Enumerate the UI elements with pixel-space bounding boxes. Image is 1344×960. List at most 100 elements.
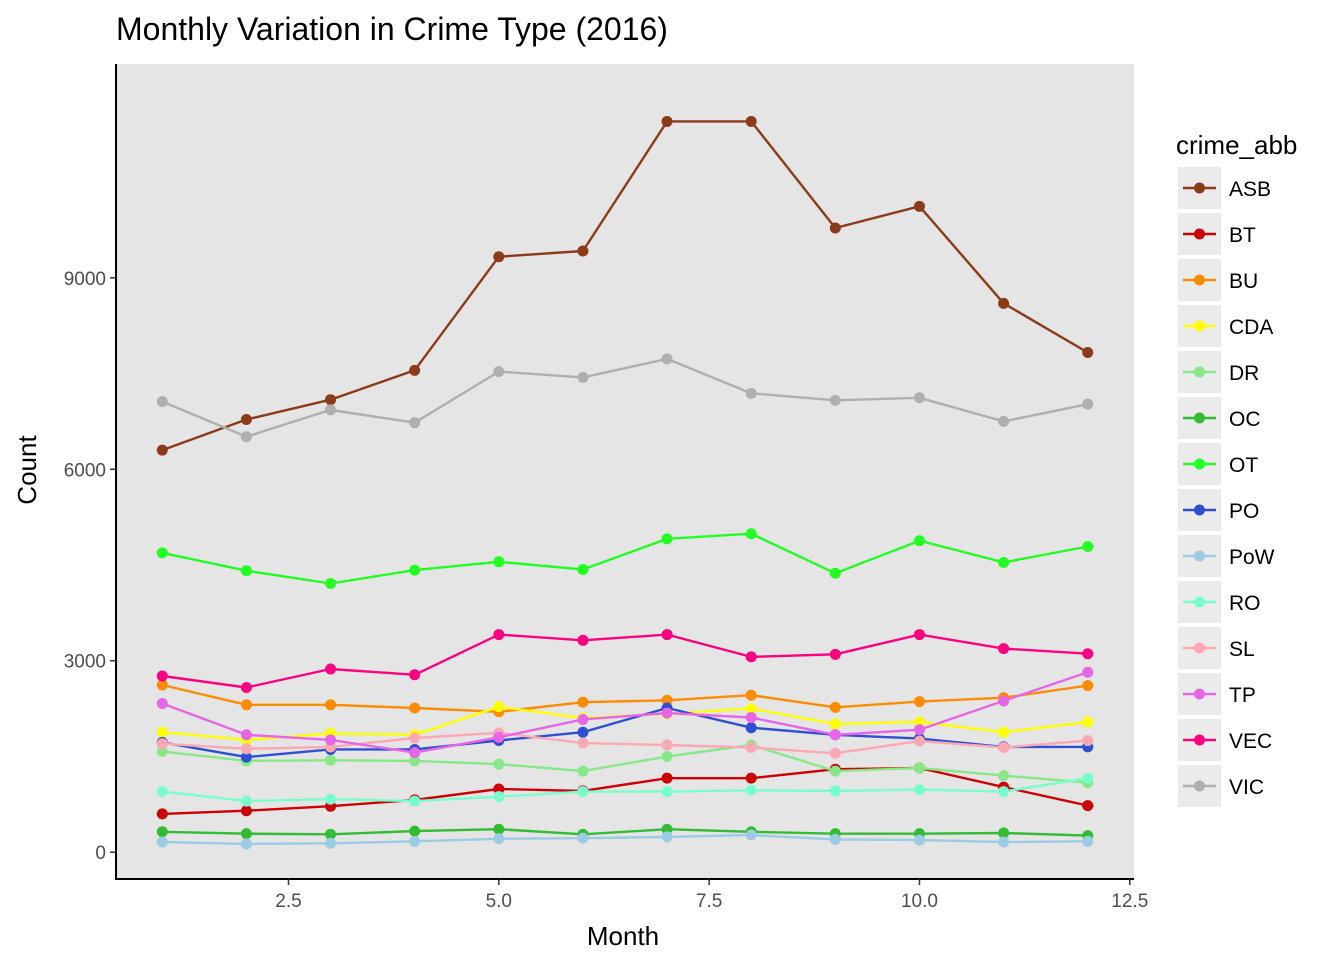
data-point	[409, 732, 421, 744]
data-point	[409, 417, 421, 429]
data-point	[745, 712, 757, 724]
data-point	[1082, 346, 1094, 358]
legend-label: SL	[1229, 638, 1255, 661]
data-point	[577, 786, 589, 798]
legend: crime_abb ASB BT BU CDA DR OC OT PO PoW RO SL TP VEC…	[1176, 130, 1297, 807]
series-line	[162, 706, 1088, 759]
data-point	[493, 783, 505, 795]
data-point	[998, 415, 1010, 427]
legend-item-sl: SL	[1178, 627, 1255, 669]
x-tick-label: 7.5	[696, 891, 722, 912]
legend-label: VIC	[1229, 776, 1264, 799]
x-tick-label: 10.0	[901, 891, 938, 912]
data-point	[829, 729, 841, 741]
legend-label: OT	[1229, 454, 1258, 477]
data-point	[913, 735, 925, 747]
data-point	[998, 297, 1010, 309]
series-ot	[156, 528, 1094, 590]
legend-label: BU	[1229, 270, 1258, 293]
legend-label: RO	[1229, 592, 1261, 615]
data-point	[493, 556, 505, 568]
data-point	[829, 833, 841, 845]
data-point	[325, 837, 337, 849]
legend-item-ro: RO	[1178, 581, 1261, 623]
legend-label: PoW	[1229, 546, 1275, 569]
data-point	[661, 707, 673, 719]
data-point	[240, 743, 252, 755]
data-point	[156, 745, 168, 757]
data-point	[409, 755, 421, 767]
series-line	[162, 532, 1088, 585]
series-asb	[156, 115, 1094, 456]
series-vec	[156, 629, 1094, 694]
data-point	[998, 770, 1010, 782]
data-point	[745, 742, 757, 754]
data-point	[829, 747, 841, 759]
data-point	[240, 682, 252, 694]
data-point	[156, 396, 168, 408]
data-point	[156, 826, 168, 838]
data-point	[998, 836, 1010, 848]
data-point	[1082, 666, 1094, 678]
data-point	[829, 765, 841, 777]
data-point	[325, 754, 337, 766]
data-point	[156, 808, 168, 820]
legend-item-bt: BT	[1178, 213, 1256, 255]
data-point	[745, 528, 757, 540]
legend-title: crime_abb	[1176, 130, 1297, 160]
data-point	[240, 431, 252, 443]
data-point	[1082, 735, 1094, 747]
data-point	[661, 823, 673, 835]
data-point	[661, 750, 673, 762]
data-point	[577, 713, 589, 725]
series-line	[162, 743, 1088, 784]
data-point	[913, 834, 925, 846]
data-point	[577, 563, 589, 575]
legend-item-pow: PoW	[1178, 535, 1275, 577]
data-point	[913, 629, 925, 641]
data-point	[240, 729, 252, 741]
data-point	[661, 694, 673, 706]
x-axis-ticks: 2.5 5.0 7.5 10.0 12.5	[275, 879, 1148, 912]
data-point	[661, 533, 673, 545]
legend-item-tp: TP	[1178, 673, 1256, 715]
y-tick-label: 9000	[64, 269, 106, 290]
legend-key-point	[1194, 642, 1205, 654]
legend-item-cda: CDA	[1178, 305, 1273, 347]
data-point	[998, 726, 1010, 738]
data-point	[240, 751, 252, 763]
data-point	[998, 742, 1010, 754]
data-point	[913, 696, 925, 708]
data-point	[998, 556, 1010, 568]
data-point	[409, 364, 421, 376]
series-line	[162, 633, 1088, 689]
legend-key-point	[1194, 550, 1205, 562]
legend-item-vec: VEC	[1178, 719, 1272, 761]
data-point	[577, 696, 589, 708]
legend-label: BT	[1229, 224, 1256, 247]
series-line	[162, 777, 1088, 803]
data-point	[577, 245, 589, 257]
data-point	[325, 394, 337, 406]
legend-key-point	[1194, 504, 1205, 516]
legend-key-point	[1194, 458, 1205, 470]
data-point	[409, 795, 421, 807]
legend-label: ASB	[1229, 178, 1271, 201]
data-point	[577, 371, 589, 383]
data-point	[829, 718, 841, 730]
legend-key-point	[1194, 734, 1205, 746]
series-line	[162, 683, 1088, 713]
data-point	[661, 786, 673, 798]
legend-item-dr: DR	[1178, 351, 1259, 393]
legend-label: CDA	[1229, 316, 1273, 339]
legend-label: PO	[1229, 500, 1259, 523]
data-point	[409, 747, 421, 759]
data-point	[493, 629, 505, 641]
legend-key-point	[1194, 596, 1205, 608]
data-point	[661, 831, 673, 843]
data-point	[745, 689, 757, 701]
data-point	[913, 784, 925, 796]
data-point	[409, 702, 421, 714]
data-point	[156, 679, 168, 691]
legend-item-po: PO	[1178, 489, 1259, 531]
